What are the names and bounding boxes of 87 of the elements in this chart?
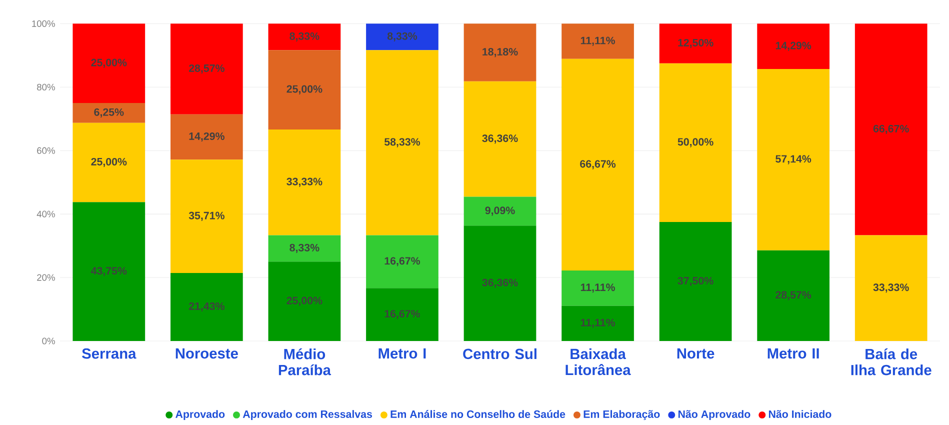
y-tick-label: 0% [42,338,55,344]
bar [562,24,634,59]
x-tick-label: Metro II [768,348,819,359]
bar [170,160,243,273]
data-label: 66,67% [580,160,616,170]
bar [562,58,634,270]
bar [268,262,341,341]
x-tick-label: Serrana [82,348,136,359]
bar [268,50,341,130]
y-tick-label: 20% [37,274,55,281]
data-label: 8,33% [290,244,320,253]
y-tick-label: 100% [32,20,55,27]
legend-label: Não Iniciado [768,410,832,418]
bar [464,196,536,226]
bar [170,114,243,160]
bar [366,235,438,288]
data-label: 25,00% [91,158,127,167]
data-label: 28,57% [776,291,812,300]
legend-label: Não Aprovado [678,410,750,420]
bar [268,129,341,236]
data-label: 36,36% [482,134,518,144]
x-tick-label: Centro Sul [463,348,536,360]
bar [366,50,438,236]
x-tick-label: Baía de Ilha Grande [851,348,932,376]
data-label: 6,25% [94,108,124,118]
bar [757,24,830,69]
data-label: 8,33% [387,32,418,42]
bar [659,222,732,341]
data-label: 16,67% [384,256,420,266]
data-label: 11,11% [580,318,615,328]
data-label: 11,11% [580,36,615,46]
data-label: 14,29% [189,132,224,142]
data-label: 16,67% [384,310,420,319]
data-label: 14,29% [776,42,812,51]
x-tick-label: Noroeste [176,348,238,359]
data-label: 18,18% [482,48,518,57]
data-label: 25,00% [91,58,127,68]
bar [268,24,341,50]
data-label: 11,11% [580,283,615,293]
data-label: 36,36% [482,278,518,288]
y-tick-label: 80% [37,84,55,90]
bar [268,235,341,262]
bar [72,202,146,341]
x-tick-label: Metro I [378,348,426,359]
y-tick-label: 60% [37,147,55,154]
data-label: 25,00% [286,85,322,94]
legend-label: Aprovado com Ressalvas [242,410,372,420]
data-label: 37,50% [678,276,714,286]
x-tick-label: Médio Paraíba [278,348,332,376]
bar [72,102,146,123]
x-tick-label: Norte [677,348,714,359]
x-tick-label: Baixada Litorânea [566,348,631,376]
bar [854,24,928,236]
data-label: 28,57% [188,64,224,74]
data-label: 12,50% [678,38,714,48]
bar [562,306,634,341]
data-label: 8,33% [290,32,320,42]
bar [854,235,928,341]
bar [366,288,438,341]
data-label: 25,00% [286,296,322,306]
legend-label: Aprovado [176,410,225,420]
legend-label: Em Elaboração [584,410,660,420]
data-label: 21,43% [188,302,224,312]
bar [757,250,830,341]
bar [464,81,536,197]
data-label: 33,33% [873,283,909,293]
bar [72,24,146,103]
bar [464,24,536,82]
bar [464,226,536,341]
bar [72,122,146,202]
bar [366,24,438,50]
data-label: 43,75% [90,266,127,276]
data-label: 58,33% [384,138,420,148]
bar [659,63,732,222]
data-label: 50,00% [678,138,714,148]
y-tick-label: 40% [36,210,55,218]
bar [757,68,830,250]
bar [170,24,243,114]
bar [562,270,634,306]
bar [659,24,732,64]
data-label: 9,09% [485,206,515,216]
data-label: 57,14% [776,155,812,164]
data-label: 33,33% [286,178,322,187]
legend-label: Em Análise no Conselho de Saúde [390,410,566,418]
bar [170,272,243,341]
data-label: 35,71% [188,212,224,221]
data-label: 66,67% [873,124,909,134]
